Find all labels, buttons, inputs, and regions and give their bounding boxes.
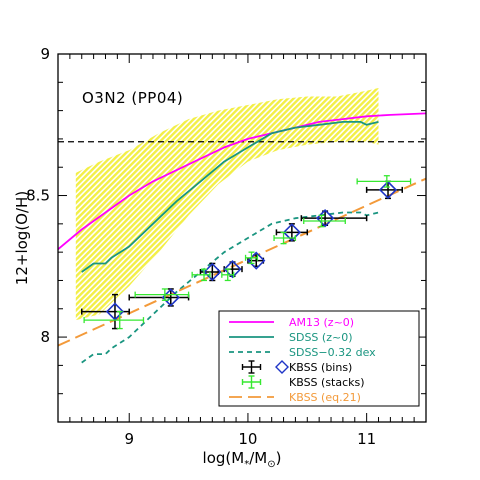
sdss-scatter-band xyxy=(75,88,379,321)
stack-point-4 xyxy=(244,251,259,265)
x-axis-label-sub1: * xyxy=(244,459,249,470)
y-tick-label: 8.5 xyxy=(26,187,50,205)
y-tick-label: 9 xyxy=(40,45,50,63)
x-axis-label-part3: ) xyxy=(276,449,282,467)
legend-swatch-diamond xyxy=(275,360,289,374)
legend-entry-0: AM13 (z~0) xyxy=(229,316,354,329)
x-axis-label-part1: log(M xyxy=(203,449,245,467)
legend-entry-1: SDSS (z~0) xyxy=(229,331,353,344)
x-tick-label: 9 xyxy=(124,430,134,448)
x-axis-label: log(M*/M⊙) xyxy=(203,449,282,470)
legend-label: KBSS (stacks) xyxy=(289,376,365,389)
series-line-2 xyxy=(81,211,379,364)
stack-point-5 xyxy=(273,231,297,245)
stack-point-1 xyxy=(134,288,190,301)
axes: 9 10 11 8 8.5 9 xyxy=(26,45,427,448)
bin-point-7 xyxy=(365,180,404,200)
legend-entry-3: KBSS (bins) xyxy=(241,360,352,374)
stack-point-0 xyxy=(83,310,145,330)
legend-entry-2: SDSS−0.32 dex xyxy=(229,346,376,359)
x-tick-label: 10 xyxy=(238,430,257,448)
bin-point-3 xyxy=(223,260,243,279)
y-axis-label: 12+log(O/H) xyxy=(13,191,31,285)
plot-area xyxy=(58,88,426,364)
y-tick-label: 8 xyxy=(40,328,50,346)
bin-point-4 xyxy=(247,251,266,270)
stack-point-2 xyxy=(191,268,211,282)
legend-label: KBSS (eq.21) xyxy=(289,391,361,404)
stack-point-6 xyxy=(303,214,346,228)
legend-entry-5: KBSS (eq.21) xyxy=(229,391,361,404)
x-tick-label: 11 xyxy=(357,430,376,448)
legend-label: KBSS (bins) xyxy=(289,361,352,374)
legend-box xyxy=(218,310,420,407)
legend: AM13 (z~0) SDSS (z~0) SDSS−0.32 dex KBSS (b… xyxy=(218,310,420,407)
legend-entry-4: KBSS (stacks) xyxy=(241,375,365,389)
stack-point-7 xyxy=(356,175,412,188)
x-axis-label-sub2: ⊙ xyxy=(267,459,275,470)
axes-frame xyxy=(57,53,427,423)
diamond-marker xyxy=(378,180,398,200)
chart-annotation: O3N2 (PP04) xyxy=(82,89,183,107)
bin-point-1 xyxy=(128,288,190,307)
legend-label: SDSS (z~0) xyxy=(289,331,353,344)
stack-point-3 xyxy=(221,268,235,282)
legend-label: AM13 (z~0) xyxy=(289,316,354,329)
diamond-marker xyxy=(223,260,242,279)
x-axis-label-part2: /M xyxy=(249,449,267,467)
legend-label: SDSS−0.32 dex xyxy=(289,346,376,359)
series-line-1 xyxy=(81,121,379,273)
series-line-0 xyxy=(58,112,426,250)
diamond-marker xyxy=(282,223,301,242)
